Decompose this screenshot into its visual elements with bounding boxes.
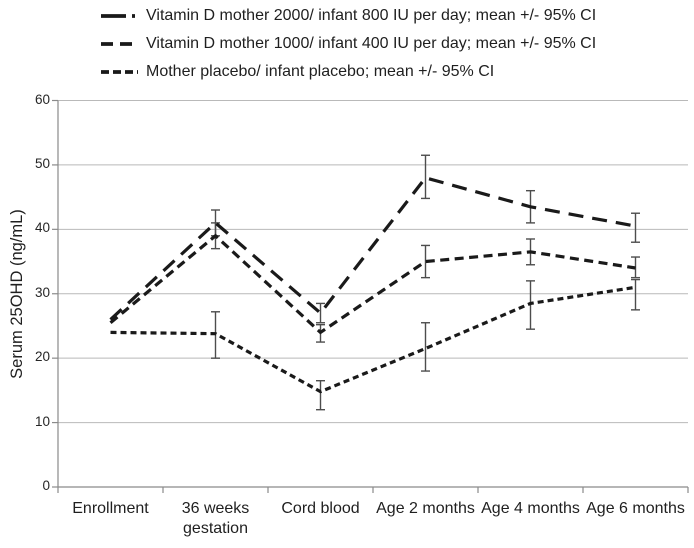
y-tick-label: 10 <box>34 413 50 429</box>
legend-label: Vitamin D mother 2000/ infant 800 IU per… <box>146 7 597 24</box>
x-axis-label: Age 2 months <box>376 500 475 517</box>
series-line-1 <box>109 175 636 321</box>
series-line-2 <box>109 233 636 335</box>
y-tick-label: 0 <box>42 478 50 493</box>
legend-item-placebo: Mother placebo/ infant placebo; mean +/-… <box>100 58 596 86</box>
legend-item-mother1000-infant400: Vitamin D mother 1000/ infant 400 IU per… <box>100 30 596 58</box>
legend-line-sample-short-dash <box>101 70 138 74</box>
legend-label: Mother placebo/ infant placebo; mean +/-… <box>146 63 495 80</box>
y-tick-label: 20 <box>34 349 50 365</box>
x-axis-label: Enrollment <box>72 500 149 517</box>
legend-line-sample-medium-dash <box>101 42 138 46</box>
x-axis-label: Age 6 months <box>586 500 685 517</box>
legend-label: Vitamin D mother 1000/ infant 400 IU per… <box>146 35 597 52</box>
x-axis-label: 36 weeks gestation <box>181 500 250 537</box>
legend-item-mother2000-infant800: Vitamin D mother 2000/ infant 800 IU per… <box>100 2 596 30</box>
y-tick-label: 40 <box>34 220 50 236</box>
y-tick-label: 50 <box>34 155 50 171</box>
legend-line-sample-long-dash-dot <box>101 14 138 18</box>
chart-legend: Vitamin D mother 2000/ infant 800 IU per… <box>100 2 596 86</box>
x-axis-label: Cord blood <box>281 500 360 517</box>
series-line-3 <box>110 285 636 394</box>
y-tick-label: 60 <box>34 91 50 107</box>
y-tick-label: 30 <box>34 284 50 300</box>
x-axis-label: Age 4 months <box>481 500 580 517</box>
